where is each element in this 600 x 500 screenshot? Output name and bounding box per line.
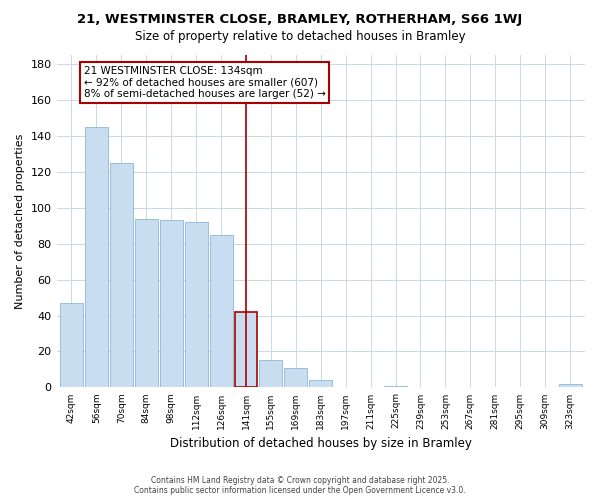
Bar — [310, 380, 332, 388]
Bar — [259, 360, 283, 388]
X-axis label: Distribution of detached houses by size in Bramley: Distribution of detached houses by size … — [170, 437, 472, 450]
Bar — [284, 368, 307, 388]
Bar — [209, 234, 233, 388]
Bar — [384, 386, 407, 388]
Bar — [235, 312, 257, 388]
Bar — [135, 218, 158, 388]
Text: 21, WESTMINSTER CLOSE, BRAMLEY, ROTHERHAM, S66 1WJ: 21, WESTMINSTER CLOSE, BRAMLEY, ROTHERHA… — [77, 12, 523, 26]
Text: Size of property relative to detached houses in Bramley: Size of property relative to detached ho… — [134, 30, 466, 43]
Text: Contains HM Land Registry data © Crown copyright and database right 2025.
Contai: Contains HM Land Registry data © Crown c… — [134, 476, 466, 495]
Bar — [160, 220, 182, 388]
Bar — [185, 222, 208, 388]
Bar — [110, 163, 133, 388]
Bar — [60, 303, 83, 388]
Bar — [85, 127, 108, 388]
Y-axis label: Number of detached properties: Number of detached properties — [15, 134, 25, 309]
Text: 21 WESTMINSTER CLOSE: 134sqm
← 92% of detached houses are smaller (607)
8% of se: 21 WESTMINSTER CLOSE: 134sqm ← 92% of de… — [84, 66, 326, 99]
Bar — [559, 384, 581, 388]
